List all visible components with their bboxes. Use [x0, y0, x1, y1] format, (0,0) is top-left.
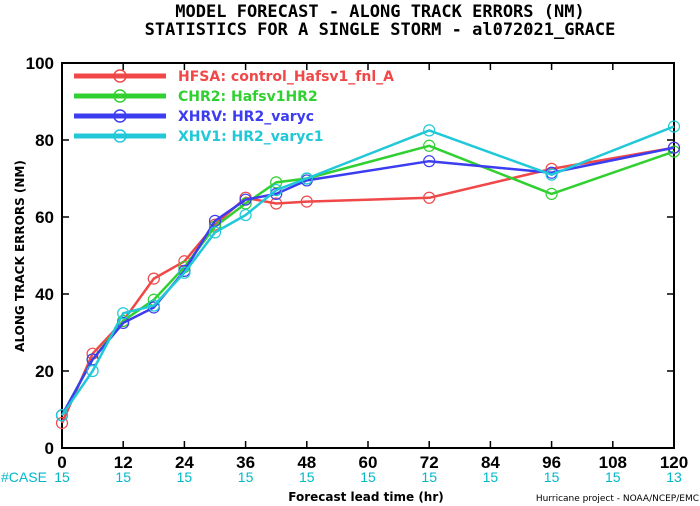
- y-tick-label: 40: [35, 285, 54, 304]
- case-count: 15: [483, 469, 499, 485]
- data-point: [117, 307, 130, 320]
- legend-label: XHRV: HR2_varyc: [178, 109, 314, 125]
- case-count: 13: [666, 469, 682, 485]
- y-tick-label: 100: [26, 54, 54, 73]
- series-line: [60, 146, 675, 416]
- legend-marker: [113, 69, 127, 83]
- chart-title-line1: MODEL FORECAST - ALONG TRACK ERRORS (NM): [175, 2, 584, 22]
- data-point: [147, 299, 160, 312]
- series-line: [60, 146, 675, 424]
- chart-title-line2: STATISTICS FOR A SINGLE STORM - al072021…: [145, 20, 616, 40]
- data-point: [270, 183, 283, 197]
- legend-marker: [113, 109, 127, 123]
- y-tick-label: 80: [35, 131, 54, 150]
- legend-label: HFSA: control_Hafsv1_fnl_A: [178, 69, 394, 85]
- x-tick-label: 108: [599, 453, 627, 472]
- credit-text: Hurricane project - NOAA/NCEP/EMC: [536, 494, 699, 504]
- case-count: 15: [605, 469, 621, 485]
- data-point: [86, 364, 99, 378]
- data-point: [423, 124, 436, 137]
- case-count: 15: [299, 469, 315, 485]
- data-point: [423, 155, 436, 168]
- x-tick-label: 48: [297, 453, 316, 472]
- data-point: [239, 193, 252, 206]
- case-count: 15: [238, 469, 254, 485]
- x-tick-label: 60: [359, 453, 378, 472]
- case-count: 15: [54, 469, 70, 485]
- data-point: [300, 195, 313, 208]
- case-label: #CASE: [1, 469, 47, 485]
- data-point: [545, 187, 558, 200]
- data-point: [667, 141, 681, 154]
- plot-frame: [61, 62, 675, 449]
- data-point: [178, 266, 191, 279]
- x-tick-label: 96: [542, 453, 561, 472]
- x-tick-label: 120: [660, 453, 688, 472]
- data-point: [55, 416, 69, 430]
- tick-labels: 0 12 24 36 48 60 72 84 96 108 120 0 20 40 60 80 100: [26, 54, 689, 472]
- data-point: [55, 409, 69, 422]
- series-line: [60, 125, 675, 417]
- data-point: [423, 139, 436, 152]
- case-count: 15: [421, 469, 437, 485]
- x-tick-label: 84: [481, 453, 500, 472]
- data-point: [270, 197, 283, 210]
- case-count: 15: [115, 469, 131, 485]
- case-count: 15: [360, 469, 376, 485]
- x-tick-label: 24: [175, 453, 194, 472]
- legend-label: XHV1: HR2_varyc1: [178, 129, 323, 145]
- legend-marker: [113, 129, 127, 143]
- x-tick-label: 0: [57, 453, 66, 472]
- data-point: [147, 272, 160, 285]
- x-tick-label: 36: [236, 453, 255, 472]
- data-point: [667, 145, 681, 158]
- y-axis-label: ALONG TRACK ERRORS (NM): [13, 160, 27, 352]
- y-tick-label: 20: [35, 362, 54, 381]
- case-count: 15: [177, 469, 193, 485]
- legend-marker: [113, 89, 127, 103]
- x-tick-label: 12: [114, 453, 133, 472]
- data-point: [545, 168, 558, 181]
- data-point: [300, 172, 313, 185]
- series-layer: [55, 120, 681, 430]
- legend: HFSA: control_Hafsv1_fnl_A CHR2: Hafsv1HR…: [74, 69, 394, 145]
- x-axis-label: Forecast lead time (hr): [288, 490, 444, 504]
- y-tick-label: 60: [35, 208, 54, 227]
- plot-area: [61, 62, 675, 449]
- data-point: [667, 120, 681, 133]
- data-point: [423, 191, 436, 204]
- case-count: 15: [544, 469, 560, 485]
- data-point: [208, 226, 222, 239]
- x-tick-label: 72: [420, 453, 439, 472]
- data-point: [239, 208, 252, 222]
- case-counts: 15 15 15 15 15 15 15 15 15 15 13: [54, 469, 682, 485]
- legend-label: CHR2: Hafsv1HR2: [178, 89, 318, 105]
- y-tick-label: 0: [45, 439, 54, 458]
